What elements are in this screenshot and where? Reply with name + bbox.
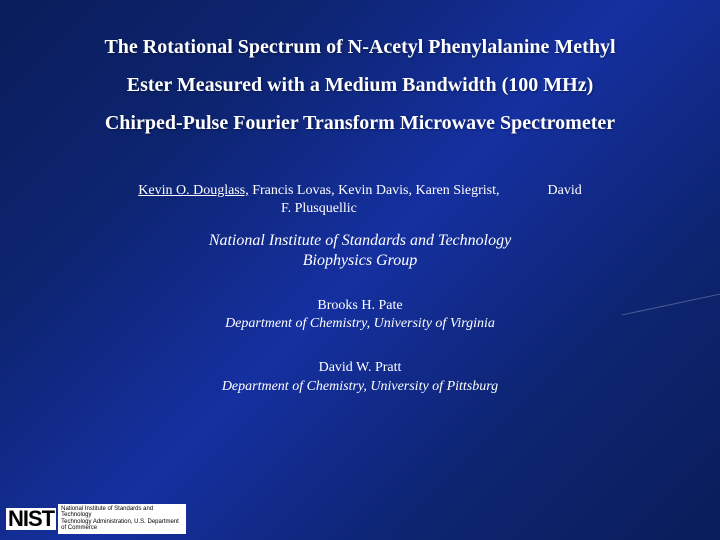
authors-row: Kevin O. Douglass, Francis Lovas, Kevin … — [0, 142, 720, 217]
institute-line-2: Biophysics Group — [0, 251, 720, 271]
affiliation-2: Department of Chemistry, University of P… — [0, 378, 720, 396]
author-underlined: Kevin O. Douglass, — [138, 183, 248, 198]
author-block-1: Brooks H. Pate Department of Chemistry, … — [0, 297, 720, 333]
authors-rest: Francis Lovas, Kevin Davis, Karen Siegri… — [249, 183, 500, 198]
nist-text-2: Technology Administration, U.S. Departme… — [61, 519, 183, 532]
author-block-2: David W. Pratt Department of Chemistry, … — [0, 359, 720, 395]
authors-line-2: F. Plusquellic — [138, 200, 499, 218]
nist-logo-inner: NIST National Institute of Standards and… — [6, 504, 186, 534]
nist-logo: NIST National Institute of Standards and… — [6, 504, 186, 534]
authors-line-1: Kevin O. Douglass, Francis Lovas, Kevin … — [138, 182, 499, 200]
title-line-3: Chirped-Pulse Fourier Transform Microwav… — [28, 104, 692, 142]
nist-text-1: National Institute of Standards and Tech… — [61, 506, 183, 519]
nist-mark: NIST — [6, 508, 56, 530]
nist-text: National Institute of Standards and Tech… — [58, 504, 186, 534]
institute: National Institute of Standards and Tech… — [0, 231, 720, 271]
title-line-1: The Rotational Spectrum of N-Acetyl Phen… — [28, 28, 692, 66]
institute-line-1: National Institute of Standards and Tech… — [0, 231, 720, 251]
authors-side: David — [548, 182, 582, 200]
author-name-2: David W. Pratt — [0, 359, 720, 377]
author-name-1: Brooks H. Pate — [0, 297, 720, 315]
slide-title: The Rotational Spectrum of N-Acetyl Phen… — [0, 0, 720, 142]
affiliation-1: Department of Chemistry, University of V… — [0, 315, 720, 333]
title-line-2: Ester Measured with a Medium Bandwidth (… — [28, 66, 692, 104]
authors-main: Kevin O. Douglass, Francis Lovas, Kevin … — [138, 182, 499, 217]
